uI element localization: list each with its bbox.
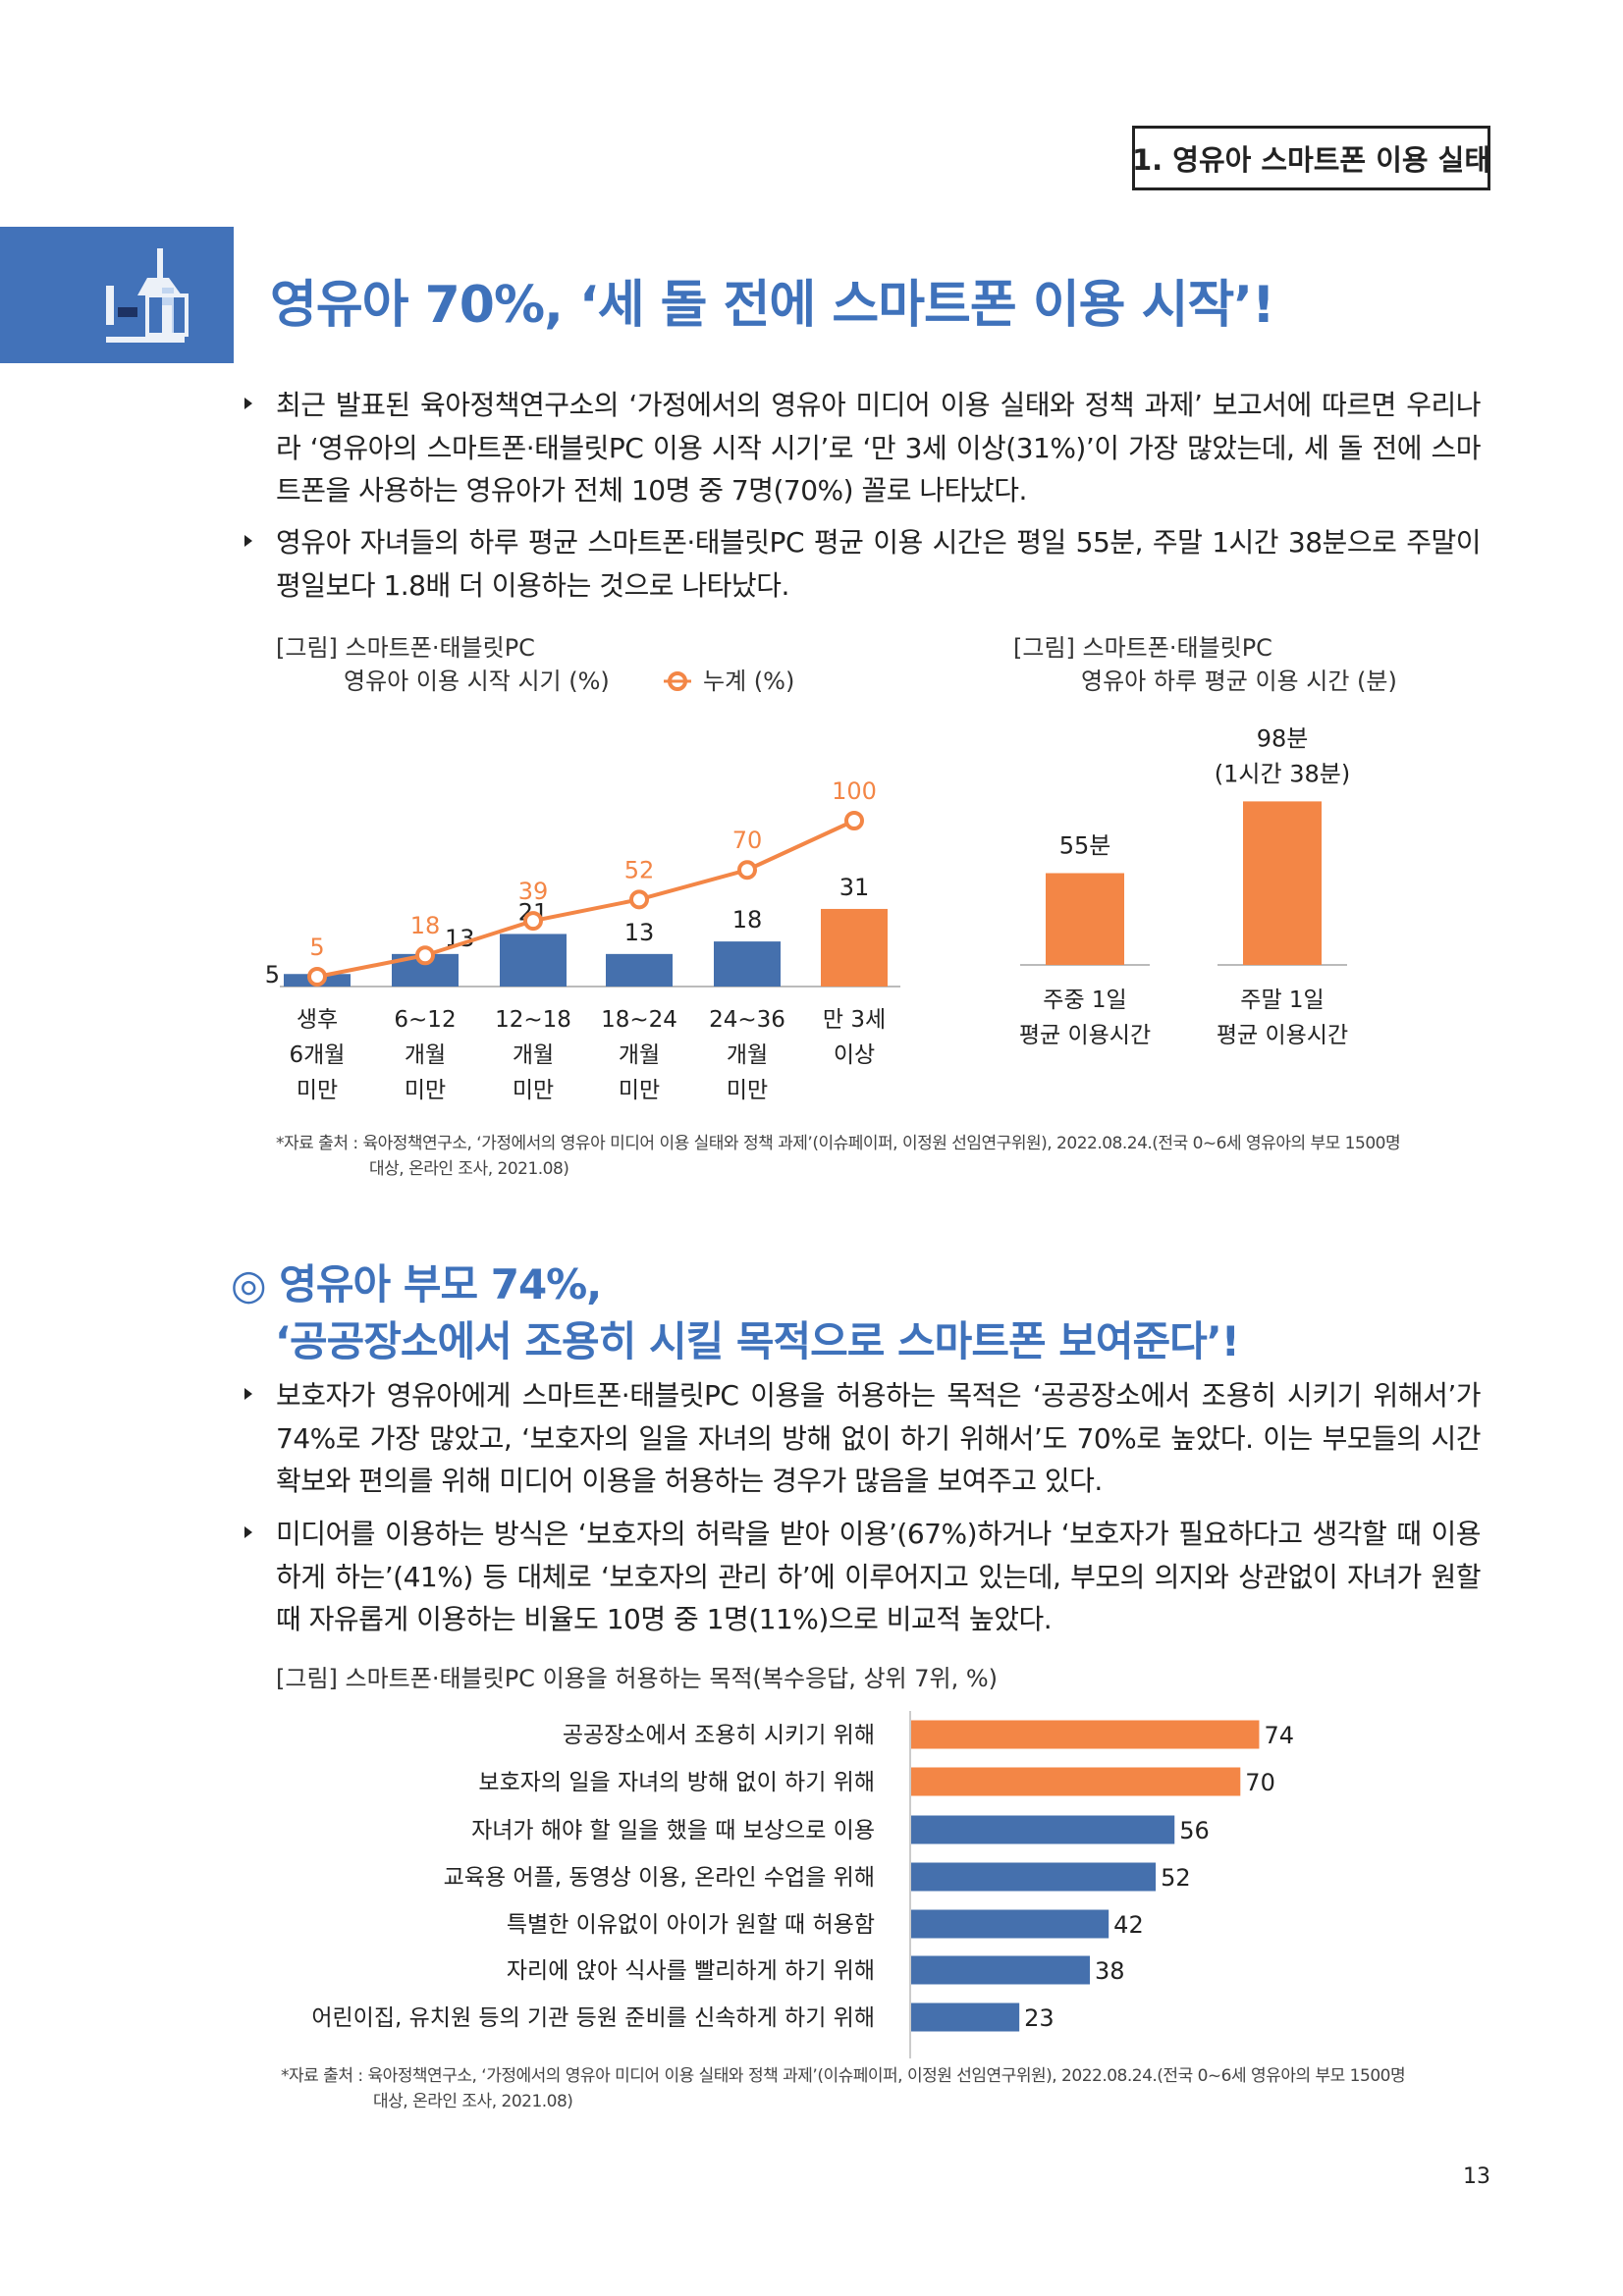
bar-value-label: 98분 bbox=[1257, 724, 1309, 752]
cumulative-point bbox=[307, 967, 327, 987]
category-label: 공공장소에서 조용히 시키기 위해 bbox=[563, 1723, 875, 1748]
section-header-box: 1. 영유아 스마트폰 이용 실태 bbox=[1132, 126, 1490, 190]
x-tick-label: 생후 bbox=[297, 1007, 338, 1033]
bar bbox=[911, 2002, 1020, 2032]
category-label: 자리에 앉아 식사를 빨리하게 하기 위해 bbox=[507, 1958, 875, 1984]
cumulative-value-label: 52 bbox=[624, 856, 655, 883]
bar-value-label: 13 bbox=[624, 919, 655, 946]
bar-value-label: 31 bbox=[839, 874, 870, 901]
cumulative-value-label: 100 bbox=[832, 777, 877, 805]
x-tick-label: 18~24 bbox=[601, 1007, 677, 1033]
cumulative-point bbox=[737, 860, 757, 881]
bullet-paragraph: 영유아 자녀들의 하루 평균 스마트폰·태블릿PC 평균 이용 시간은 평일 5… bbox=[244, 521, 1482, 607]
bullet-paragraph: 최근 발표된 육아정책연구소의 ‘가정에서의 영유아 미디어 이용 실태와 정책… bbox=[244, 384, 1482, 512]
bar bbox=[1046, 873, 1124, 965]
bar-value-label: 38 bbox=[1095, 1957, 1125, 1985]
allow-purpose-chart: 74 공공장소에서 조용히 시키기 위해 70 보호자의 일을 자녀의 방해 없이 하… bbox=[311, 1711, 1294, 2058]
bar bbox=[500, 934, 567, 987]
cumulative-value-label: 70 bbox=[732, 827, 763, 854]
bar bbox=[911, 1909, 1109, 1939]
x-tick-label: 6~12 bbox=[394, 1007, 456, 1033]
category-label: 자녀가 해야 할 일을 했을 때 보상으로 이용 bbox=[471, 1818, 875, 1843]
x-tick-label: 12~18 bbox=[495, 1007, 571, 1033]
bar bbox=[911, 1815, 1175, 1844]
section-marker-icon: ◎ bbox=[231, 1260, 267, 1308]
x-tick-label: 24~36 bbox=[709, 1007, 785, 1033]
page-number: 13 bbox=[1463, 2164, 1490, 2189]
chart3-title: [그림] 스마트폰·태블릿PC 이용을 허용하는 목적(복수응답, 상위 7위,… bbox=[276, 1665, 999, 1692]
x-tick-label: 이상 bbox=[834, 1042, 875, 1068]
start-age-chart: 5생후6개월미만136~12개월미만2112~18개월미만1318~24개월미만… bbox=[265, 667, 900, 1103]
chart1-title-line2: 영유아 이용 시작 시기 (%) bbox=[344, 667, 610, 695]
x-tick-label: 미만 bbox=[727, 1078, 768, 1103]
section2-title-line1: 영유아 부모 74%, bbox=[279, 1260, 602, 1308]
x-tick-label: 개월 bbox=[619, 1042, 660, 1068]
bar bbox=[911, 1767, 1241, 1796]
source-note-line2: 대상, 온라인 조사, 2021.08) bbox=[373, 2092, 573, 2111]
x-tick-label: 평균 이용시간 bbox=[1217, 1023, 1348, 1048]
x-tick-label: 개월 bbox=[727, 1042, 768, 1068]
cumulative-line bbox=[316, 819, 855, 979]
category-label: 교육용 어플, 동영상 이용, 온라인 수업을 위해 bbox=[444, 1865, 875, 1891]
bar bbox=[714, 941, 781, 987]
cumulative-value-label: 18 bbox=[410, 912, 441, 939]
bar-value-label: 52 bbox=[1161, 1864, 1191, 1892]
bullet-paragraph: 미디어를 이용하는 방식은 ‘보호자의 허락을 받아 이용’(67%)하거나 ‘… bbox=[244, 1513, 1482, 1641]
legend-label: 누계 (%) bbox=[703, 667, 794, 695]
x-tick-label: 평균 이용시간 bbox=[1019, 1023, 1151, 1048]
child-phone-icon bbox=[106, 248, 189, 343]
x-tick-label: 미만 bbox=[619, 1078, 660, 1103]
bar-value-label: 55분 bbox=[1059, 832, 1111, 860]
bar bbox=[606, 953, 673, 987]
source-note-line1: *자료 출처 : 육아정책연구소, ‘가정에서의 영유아 미디어 이용 실태와 … bbox=[281, 2066, 1406, 2086]
bar bbox=[911, 1955, 1091, 1985]
x-tick-label: 주중 1일 bbox=[1043, 988, 1126, 1013]
category-label: 보호자의 일을 자녀의 방해 없이 하기 위해 bbox=[478, 1770, 875, 1795]
bar-value-label: 5 bbox=[265, 961, 280, 988]
cumulative-point bbox=[844, 811, 864, 830]
bar-value-label: 18 bbox=[732, 906, 763, 934]
bullet-paragraph: 보호자가 영유아에게 스마트폰·태블릿PC 이용을 허용하는 목적은 ‘공공장소… bbox=[244, 1374, 1482, 1503]
x-tick-label: 6개월 bbox=[290, 1042, 346, 1068]
page-title: 영유아 70%, ‘세 돌 전에 스마트폰 이용 시작’! bbox=[270, 276, 1275, 335]
chart2-title-line1: [그림] 스마트폰·태블릿PC bbox=[1013, 634, 1272, 662]
source-note-line1: *자료 출처 : 육아정책연구소, ‘가정에서의 영유아 미디어 이용 실태와 … bbox=[276, 1134, 1401, 1153]
bar-value-label: 56 bbox=[1179, 1817, 1210, 1844]
cumulative-value-label: 5 bbox=[309, 934, 324, 961]
section2-title-line2: ‘공공장소에서 조용히 시킬 목적으로 스마트폰 보여준다’! bbox=[275, 1317, 1240, 1365]
source-note-line2: 대상, 온라인 조사, 2021.08) bbox=[369, 1159, 569, 1179]
x-tick-label: 만 3세 bbox=[823, 1007, 886, 1033]
bar bbox=[821, 908, 888, 987]
chart2-title-line2: 영유아 하루 평균 이용 시간 (분) bbox=[1081, 667, 1397, 695]
bar bbox=[911, 1862, 1157, 1892]
cumulative-point bbox=[415, 945, 435, 966]
cumulative-point bbox=[523, 911, 543, 932]
x-tick-label: 개월 bbox=[405, 1042, 446, 1068]
bar bbox=[1243, 801, 1322, 965]
chart1-title-line1: [그림] 스마트폰·태블릿PC bbox=[276, 634, 535, 662]
cumulative-point bbox=[629, 889, 649, 910]
x-tick-label: 미만 bbox=[513, 1078, 554, 1103]
x-tick-label: 미만 bbox=[297, 1078, 338, 1103]
bar-value-label: 74 bbox=[1264, 1722, 1294, 1749]
bar-value-label: (1시간 38분) bbox=[1215, 760, 1350, 787]
category-label: 어린이집, 유치원 등의 기관 등원 준비를 신속하게 하기 위해 bbox=[311, 2005, 875, 2031]
x-tick-label: 주말 1일 bbox=[1240, 988, 1324, 1013]
x-tick-label: 미만 bbox=[405, 1078, 446, 1103]
category-label: 특별한 이유없이 아이가 원할 때 허용함 bbox=[507, 1912, 875, 1938]
bar-value-label: 70 bbox=[1245, 1769, 1275, 1796]
section-header: 1. 영유아 스마트폰 이용 실태 bbox=[1131, 143, 1491, 177]
title-banner bbox=[0, 227, 234, 363]
bar bbox=[911, 1720, 1260, 1749]
x-tick-label: 개월 bbox=[513, 1042, 554, 1068]
bar-value-label: 42 bbox=[1113, 1911, 1144, 1939]
cumulative-value-label: 39 bbox=[518, 878, 549, 905]
bar-value-label: 23 bbox=[1024, 2004, 1055, 2032]
